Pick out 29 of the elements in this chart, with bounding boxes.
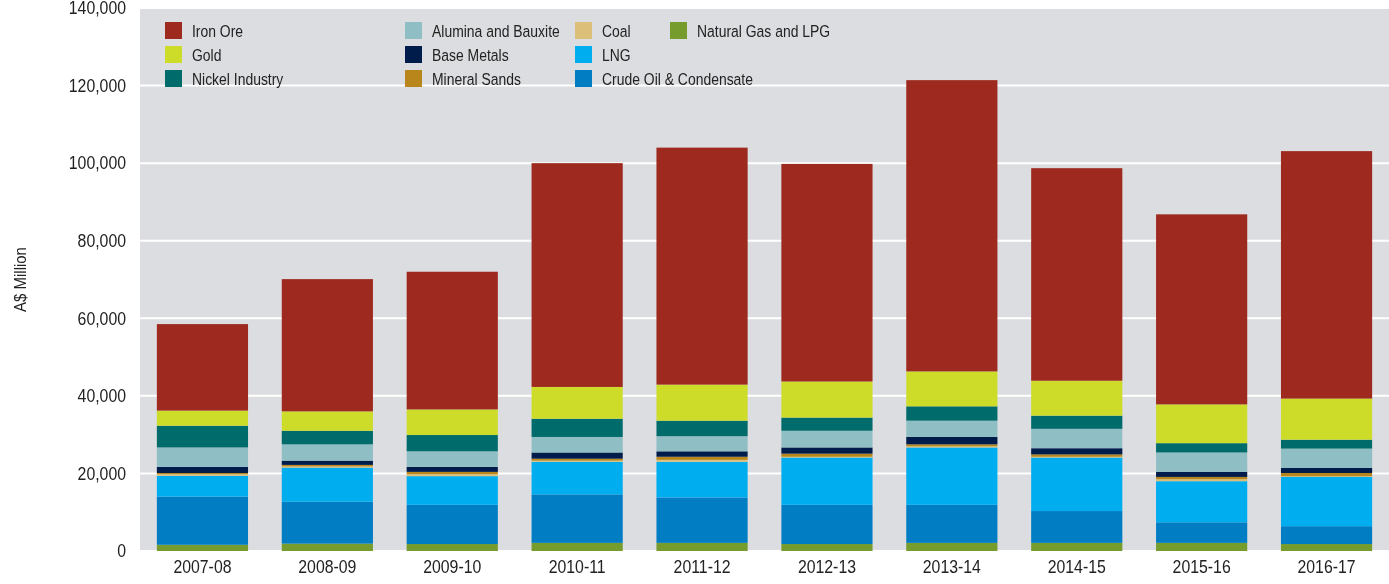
x-tick-label: 2007-08 [173, 557, 232, 578]
x-tick-label: 2013-14 [922, 557, 981, 578]
x-tick-label: 2012-13 [797, 557, 856, 578]
legend-label: Alumina and Bauxite [432, 21, 560, 40]
x-tick-label: 2010-11 [548, 557, 606, 578]
x-tick-label: 2015-16 [1172, 557, 1231, 578]
y-tick-label: 100,000 [68, 153, 126, 174]
y-tick-label: 80,000 [77, 231, 126, 252]
y-tick-label: 0 [117, 541, 126, 562]
legend-label: Gold [192, 45, 222, 64]
y-tick-label: 20,000 [77, 463, 126, 484]
y-tick-label: 60,000 [77, 308, 126, 329]
y-tick-label: 140,000 [68, 0, 126, 19]
legend-label: Natural Gas and LPG [697, 21, 831, 40]
legend-label: LNG [602, 45, 631, 64]
y-axis-title: A$ Million [11, 247, 30, 312]
legend-label: Crude Oil & Condensate [602, 69, 753, 88]
x-tick-label: 2009-10 [423, 557, 482, 578]
legend-label: Mineral Sands [432, 69, 522, 88]
legend-label: Nickel Industry [192, 69, 284, 88]
legend-label: Coal [602, 21, 631, 40]
y-tick-label: 40,000 [77, 386, 126, 407]
x-tick-label: 2008-09 [298, 557, 357, 578]
legend-label: Base Metals [432, 45, 509, 64]
x-tick-label: 2016-17 [1297, 557, 1356, 578]
x-tick-label: 2011-12 [673, 557, 731, 578]
legend-label: Iron Ore [192, 21, 244, 40]
y-tick-label: 120,000 [68, 75, 126, 97]
x-tick-label: 2014-15 [1047, 557, 1106, 578]
